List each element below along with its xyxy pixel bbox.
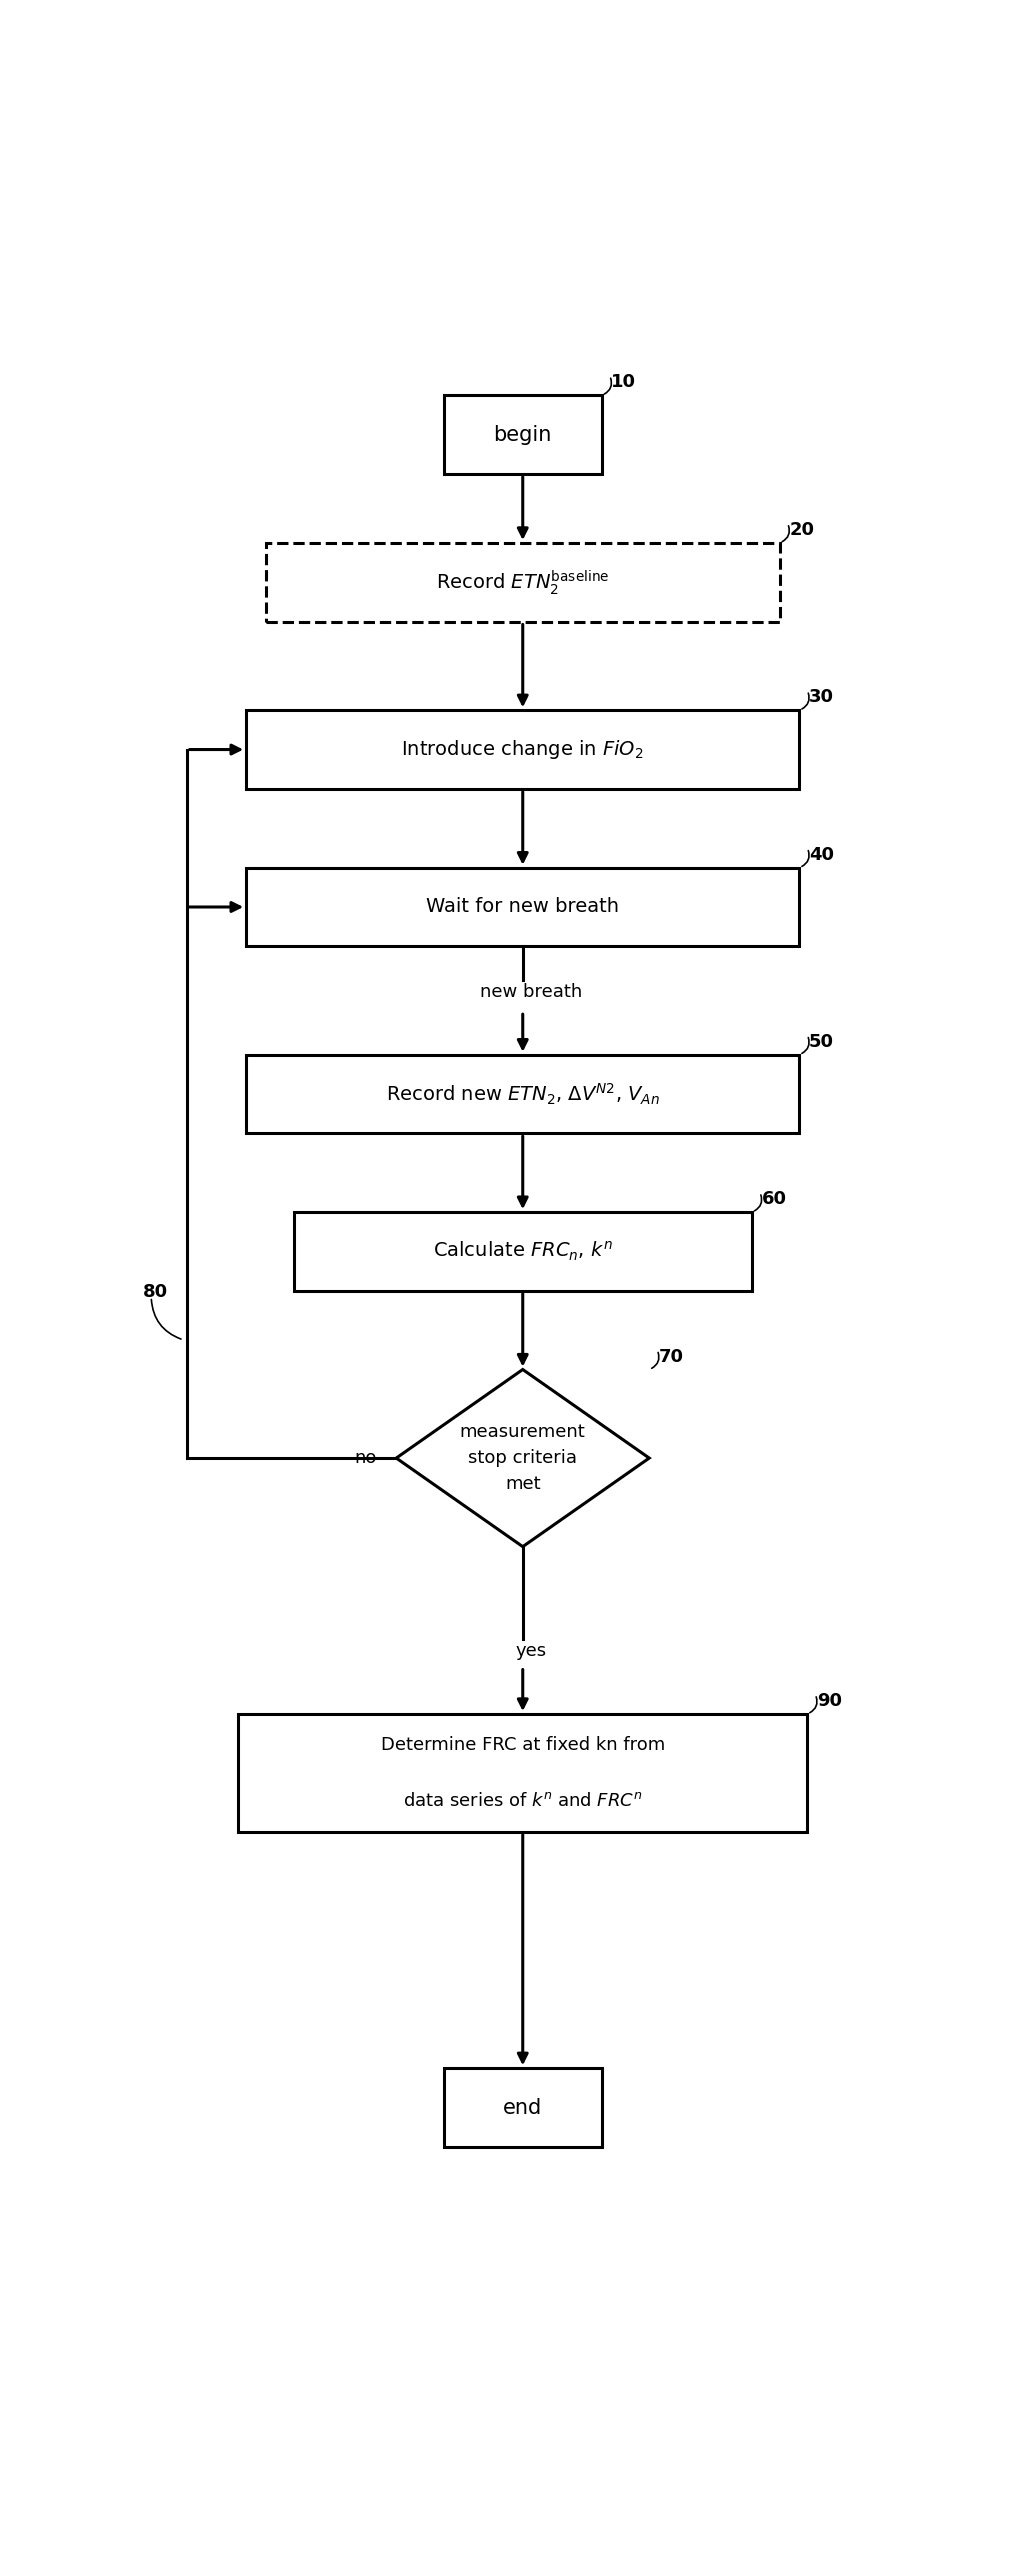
Text: 30: 30 xyxy=(808,688,834,705)
Polygon shape xyxy=(395,1370,649,1546)
Text: Wait for new breath: Wait for new breath xyxy=(426,897,619,918)
Text: data series of $k^n$ and $\mathit{FRC}^n$: data series of $k^n$ and $\mathit{FRC}^n… xyxy=(403,1792,642,1810)
Text: 80: 80 xyxy=(143,1283,168,1301)
Text: 60: 60 xyxy=(761,1191,786,1209)
Text: 70: 70 xyxy=(658,1347,683,1365)
Text: Determine FRC at fixed kn from: Determine FRC at fixed kn from xyxy=(380,1736,664,1753)
FancyBboxPatch shape xyxy=(443,396,601,473)
Text: begin: begin xyxy=(493,424,551,445)
FancyBboxPatch shape xyxy=(246,1056,799,1132)
Text: 40: 40 xyxy=(808,846,834,864)
FancyBboxPatch shape xyxy=(293,1212,751,1291)
Text: 20: 20 xyxy=(789,521,813,539)
Text: Record new $\mathit{ETN}_2$, $\Delta V^{N2}$, $V_{An}$: Record new $\mathit{ETN}_2$, $\Delta V^{… xyxy=(385,1081,659,1107)
FancyBboxPatch shape xyxy=(246,866,799,946)
Text: 90: 90 xyxy=(816,1692,841,1710)
Text: Record $\mathit{ETN}_2^{\rm baseline}$: Record $\mathit{ETN}_2^{\rm baseline}$ xyxy=(436,567,608,596)
FancyBboxPatch shape xyxy=(246,711,799,790)
FancyBboxPatch shape xyxy=(443,2068,601,2147)
Text: 50: 50 xyxy=(808,1033,834,1051)
FancyBboxPatch shape xyxy=(238,1715,807,1833)
Text: no: no xyxy=(354,1449,376,1467)
Text: 10: 10 xyxy=(610,373,636,391)
Text: new breath: new breath xyxy=(479,982,581,999)
Text: measurement
stop criteria
met: measurement stop criteria met xyxy=(460,1424,585,1493)
Text: Introduce change in $\mathit{FiO}_2$: Introduce change in $\mathit{FiO}_2$ xyxy=(401,739,643,762)
Text: end: end xyxy=(502,2098,542,2116)
FancyBboxPatch shape xyxy=(266,542,779,621)
Text: Calculate $\mathit{FRC}_n$, $k^n$: Calculate $\mathit{FRC}_n$, $k^n$ xyxy=(432,1240,612,1263)
Text: yes: yes xyxy=(515,1641,546,1659)
